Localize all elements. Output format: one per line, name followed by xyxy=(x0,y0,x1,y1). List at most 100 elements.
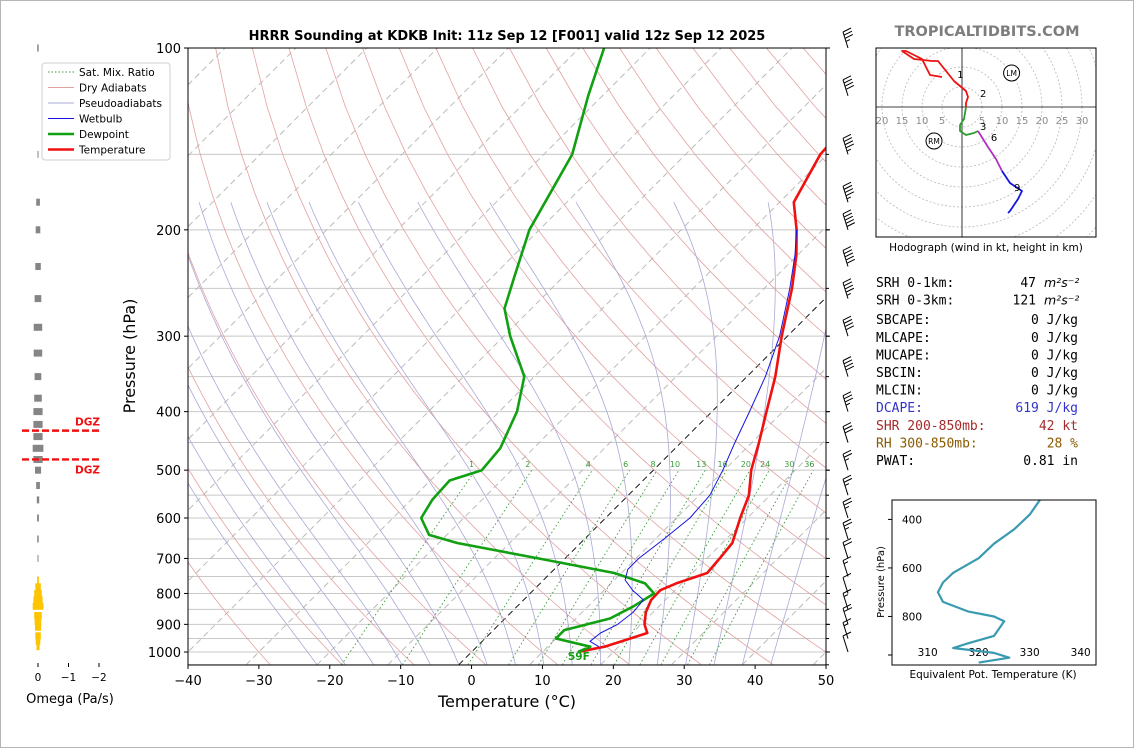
skewt-title: HRRR Sounding at KDKB Init: 11z Sep 12 [… xyxy=(249,29,766,44)
theta-e-y-tick-label: 800 xyxy=(902,611,922,623)
legend-label: Dry Adiabats xyxy=(79,83,147,95)
hodograph-trace: 1 2 36 9 LM RM xyxy=(901,50,1023,214)
wind-barb-staff xyxy=(842,79,849,96)
wind-barb-staff xyxy=(842,560,849,577)
omega-bar xyxy=(33,349,43,357)
omega-tick-label: 0 xyxy=(35,672,42,684)
dry-adiabat-line xyxy=(188,251,487,665)
dry-adiabat-line xyxy=(188,366,415,665)
hodograph-height-label: 2 xyxy=(980,89,986,100)
dry-adiabat-line xyxy=(288,48,774,665)
isotherm-line xyxy=(671,509,826,665)
omega-bar xyxy=(37,535,39,543)
wind-barb-staff xyxy=(842,213,849,230)
skewt-axes-frame xyxy=(187,47,827,666)
stat-value: 28 % xyxy=(1047,436,1078,451)
omega-panel: 0 −1 −2 DGZ DGZ xyxy=(22,44,107,684)
x-tick-label: 40 xyxy=(747,674,764,689)
wind-barb-flag xyxy=(843,521,853,527)
stat-value: 0 J/kg xyxy=(1031,331,1078,346)
omega-bar xyxy=(36,482,40,489)
isotherm-line xyxy=(245,84,826,665)
stat-label: PWAT: xyxy=(876,454,915,469)
mixing-ratio-line xyxy=(508,469,630,665)
stat-value: 619 J/kg xyxy=(1015,401,1078,416)
hodograph-ring-label: 15 xyxy=(896,116,909,127)
y-tick-label: 400 xyxy=(156,406,181,421)
mixing-ratio-label: 1 xyxy=(469,460,474,469)
wind-barb-halfflag xyxy=(843,561,849,565)
omega-bar xyxy=(37,44,39,52)
y-tick-label: 600 xyxy=(156,512,181,527)
wind-barb-flag xyxy=(845,255,855,261)
wind-barb-flag xyxy=(842,391,852,397)
wind-barb-halfflag xyxy=(843,594,849,598)
omega-bar xyxy=(35,637,41,645)
skewt-background-lines: 1 2 4 6 8 10 13 16 20 24 30 36 xyxy=(188,48,826,665)
wind-barb-staff xyxy=(842,608,849,625)
x-tick-label: 30 xyxy=(676,674,693,689)
dry-adiabat-line xyxy=(251,48,702,665)
legend-label: Pseudoadiabats xyxy=(79,98,162,110)
x-tick-label: −40 xyxy=(174,674,201,689)
wind-barb-flag xyxy=(842,27,852,33)
wind-barb-flag xyxy=(844,215,854,221)
dry-adiabat-line xyxy=(472,48,826,469)
mixing-ratio-line xyxy=(402,469,533,665)
x-tick-label: 10 xyxy=(534,674,551,689)
hodograph-marker-circle xyxy=(925,132,943,150)
wind-barb-flag xyxy=(842,537,852,543)
wind-barb-flag xyxy=(843,281,853,287)
wind-barb-flag xyxy=(843,394,853,400)
omega-tick-label: −2 xyxy=(91,672,106,684)
dry-adiabat-line xyxy=(362,48,826,606)
series-dewpoint-line xyxy=(419,48,656,654)
pseudoadiabat-line xyxy=(575,201,671,665)
dry-adiabat-line xyxy=(188,467,343,665)
stat-label: MLCIN: xyxy=(876,384,923,399)
pseudoadiabat-line xyxy=(230,202,488,665)
omega-bar xyxy=(35,623,42,631)
wind-barb-halfflag xyxy=(844,505,850,509)
omega-bar xyxy=(33,433,43,441)
wind-barb-staff xyxy=(842,320,849,337)
omega-xlabel: Omega (Pa/s) xyxy=(26,692,114,707)
mixing-ratio-label: 8 xyxy=(651,460,656,469)
wind-barb-flag xyxy=(842,75,852,81)
pseudoadiabat-line xyxy=(770,476,826,665)
wind-barb-flag xyxy=(842,356,852,362)
wind-barb-staff xyxy=(842,31,849,49)
mixing-ratio-line xyxy=(660,469,770,665)
x-tick-label: 20 xyxy=(605,674,622,689)
mixing-ratio-label: 10 xyxy=(670,460,680,469)
omega-bar xyxy=(35,632,41,640)
wind-barb-flag xyxy=(843,452,853,458)
wind-barb-staff xyxy=(842,635,849,653)
stat-label: MUCAPE: xyxy=(876,348,931,363)
x-tick-label: −10 xyxy=(387,674,414,689)
omega-bar xyxy=(33,408,43,416)
pseudoadiabat-line xyxy=(188,384,375,665)
omega-bar xyxy=(34,617,42,625)
stat-label: SRH 0-1km: xyxy=(876,276,954,291)
wind-barb-flag xyxy=(844,33,854,39)
pseudoadiabat-line xyxy=(198,202,460,665)
hodograph-ring-label: 5 xyxy=(939,116,945,127)
pseudoadiabat-line xyxy=(188,325,403,665)
dry-adiabat-line xyxy=(545,48,826,380)
theta-e-line xyxy=(936,500,1041,664)
isotherm-line xyxy=(188,48,722,582)
dry-adiabat-line xyxy=(766,48,826,119)
wind-barb-flag xyxy=(843,607,853,613)
isotherm-line xyxy=(387,225,826,665)
wind-barb-halfflag xyxy=(845,39,851,43)
theta-e-ylabel: Pressure (hPa) xyxy=(876,546,887,618)
mixing-ratio-label: 24 xyxy=(760,460,770,469)
dry-adiabat-line xyxy=(188,561,271,665)
omega-bar xyxy=(35,263,41,270)
wind-barb-flag xyxy=(843,212,853,218)
wind-barb-flag xyxy=(842,422,852,427)
wind-barb-flag xyxy=(843,30,853,36)
omega-bar xyxy=(36,643,40,651)
